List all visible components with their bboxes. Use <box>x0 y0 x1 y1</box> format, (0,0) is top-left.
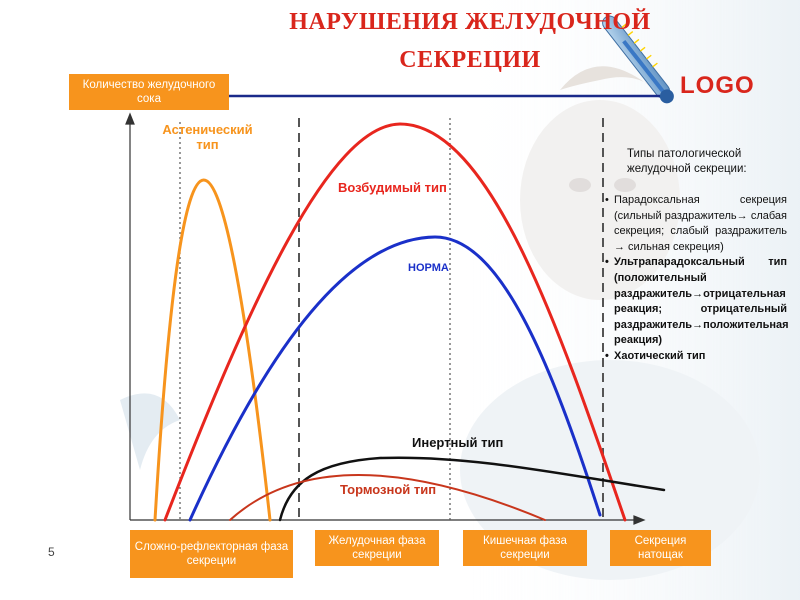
label-inhibitory: Тормозной тип <box>340 482 437 497</box>
phase-intestinal: Кишечная фаза секреции <box>463 530 587 566</box>
y-axis-arrow <box>125 112 135 125</box>
sidebar-item-ultraparadoxical: Ультрапарадоксальный тип (положительный … <box>605 255 789 349</box>
curve-asthenic <box>153 178 272 522</box>
label-asthenic: Астенический тип <box>162 122 253 152</box>
sidebar-item-paradoxical: Парадоксальная секреция (сильный раздраж… <box>605 193 787 255</box>
sidebar-list: Парадоксальная секреция (сильный раздраж… <box>605 193 789 365</box>
phase-label: Секреция натощак <box>634 535 687 561</box>
label-inert: Инертный тип <box>412 435 504 450</box>
sidebar-item-chaotic: Хаотический тип <box>605 349 787 365</box>
curve-inert <box>278 456 666 522</box>
thermometer-icon <box>602 15 674 104</box>
phase-label: Кишечная фаза секреции <box>483 535 567 561</box>
label-excitable: Возбудимый тип <box>338 180 447 195</box>
phase-fasting: Секреция натощак <box>610 530 711 566</box>
page-number: 5 <box>48 545 55 559</box>
logo: LOGO <box>680 72 755 99</box>
y-axis-label: Количество желудочного сока <box>82 79 216 105</box>
label-norma: НОРМА <box>408 262 449 274</box>
y-axis-label-box: Количество желудочного сока <box>69 74 229 110</box>
sidebar-heading: Типы патологической желудочной секреции: <box>627 148 747 175</box>
curve-inhibitory <box>229 474 546 521</box>
phase-gastric: Желудочная фаза секреции <box>315 530 439 566</box>
phase-label: Сложно-рефлекторная фаза секреции <box>134 541 289 567</box>
phase-label: Желудочная фаза секреции <box>328 535 426 561</box>
curve-norma <box>188 235 602 522</box>
curve-excitable <box>163 122 627 522</box>
x-axis-arrow <box>633 515 646 525</box>
slide-title-line1: НАРУШЕНИЯ ЖЕЛУДОЧНОЙ <box>289 9 651 35</box>
phase-complex-reflex: Сложно-рефлекторная фаза секреции <box>130 530 293 578</box>
slide-title-line2: СЕКРЕЦИИ <box>399 47 541 73</box>
axes <box>125 112 646 525</box>
